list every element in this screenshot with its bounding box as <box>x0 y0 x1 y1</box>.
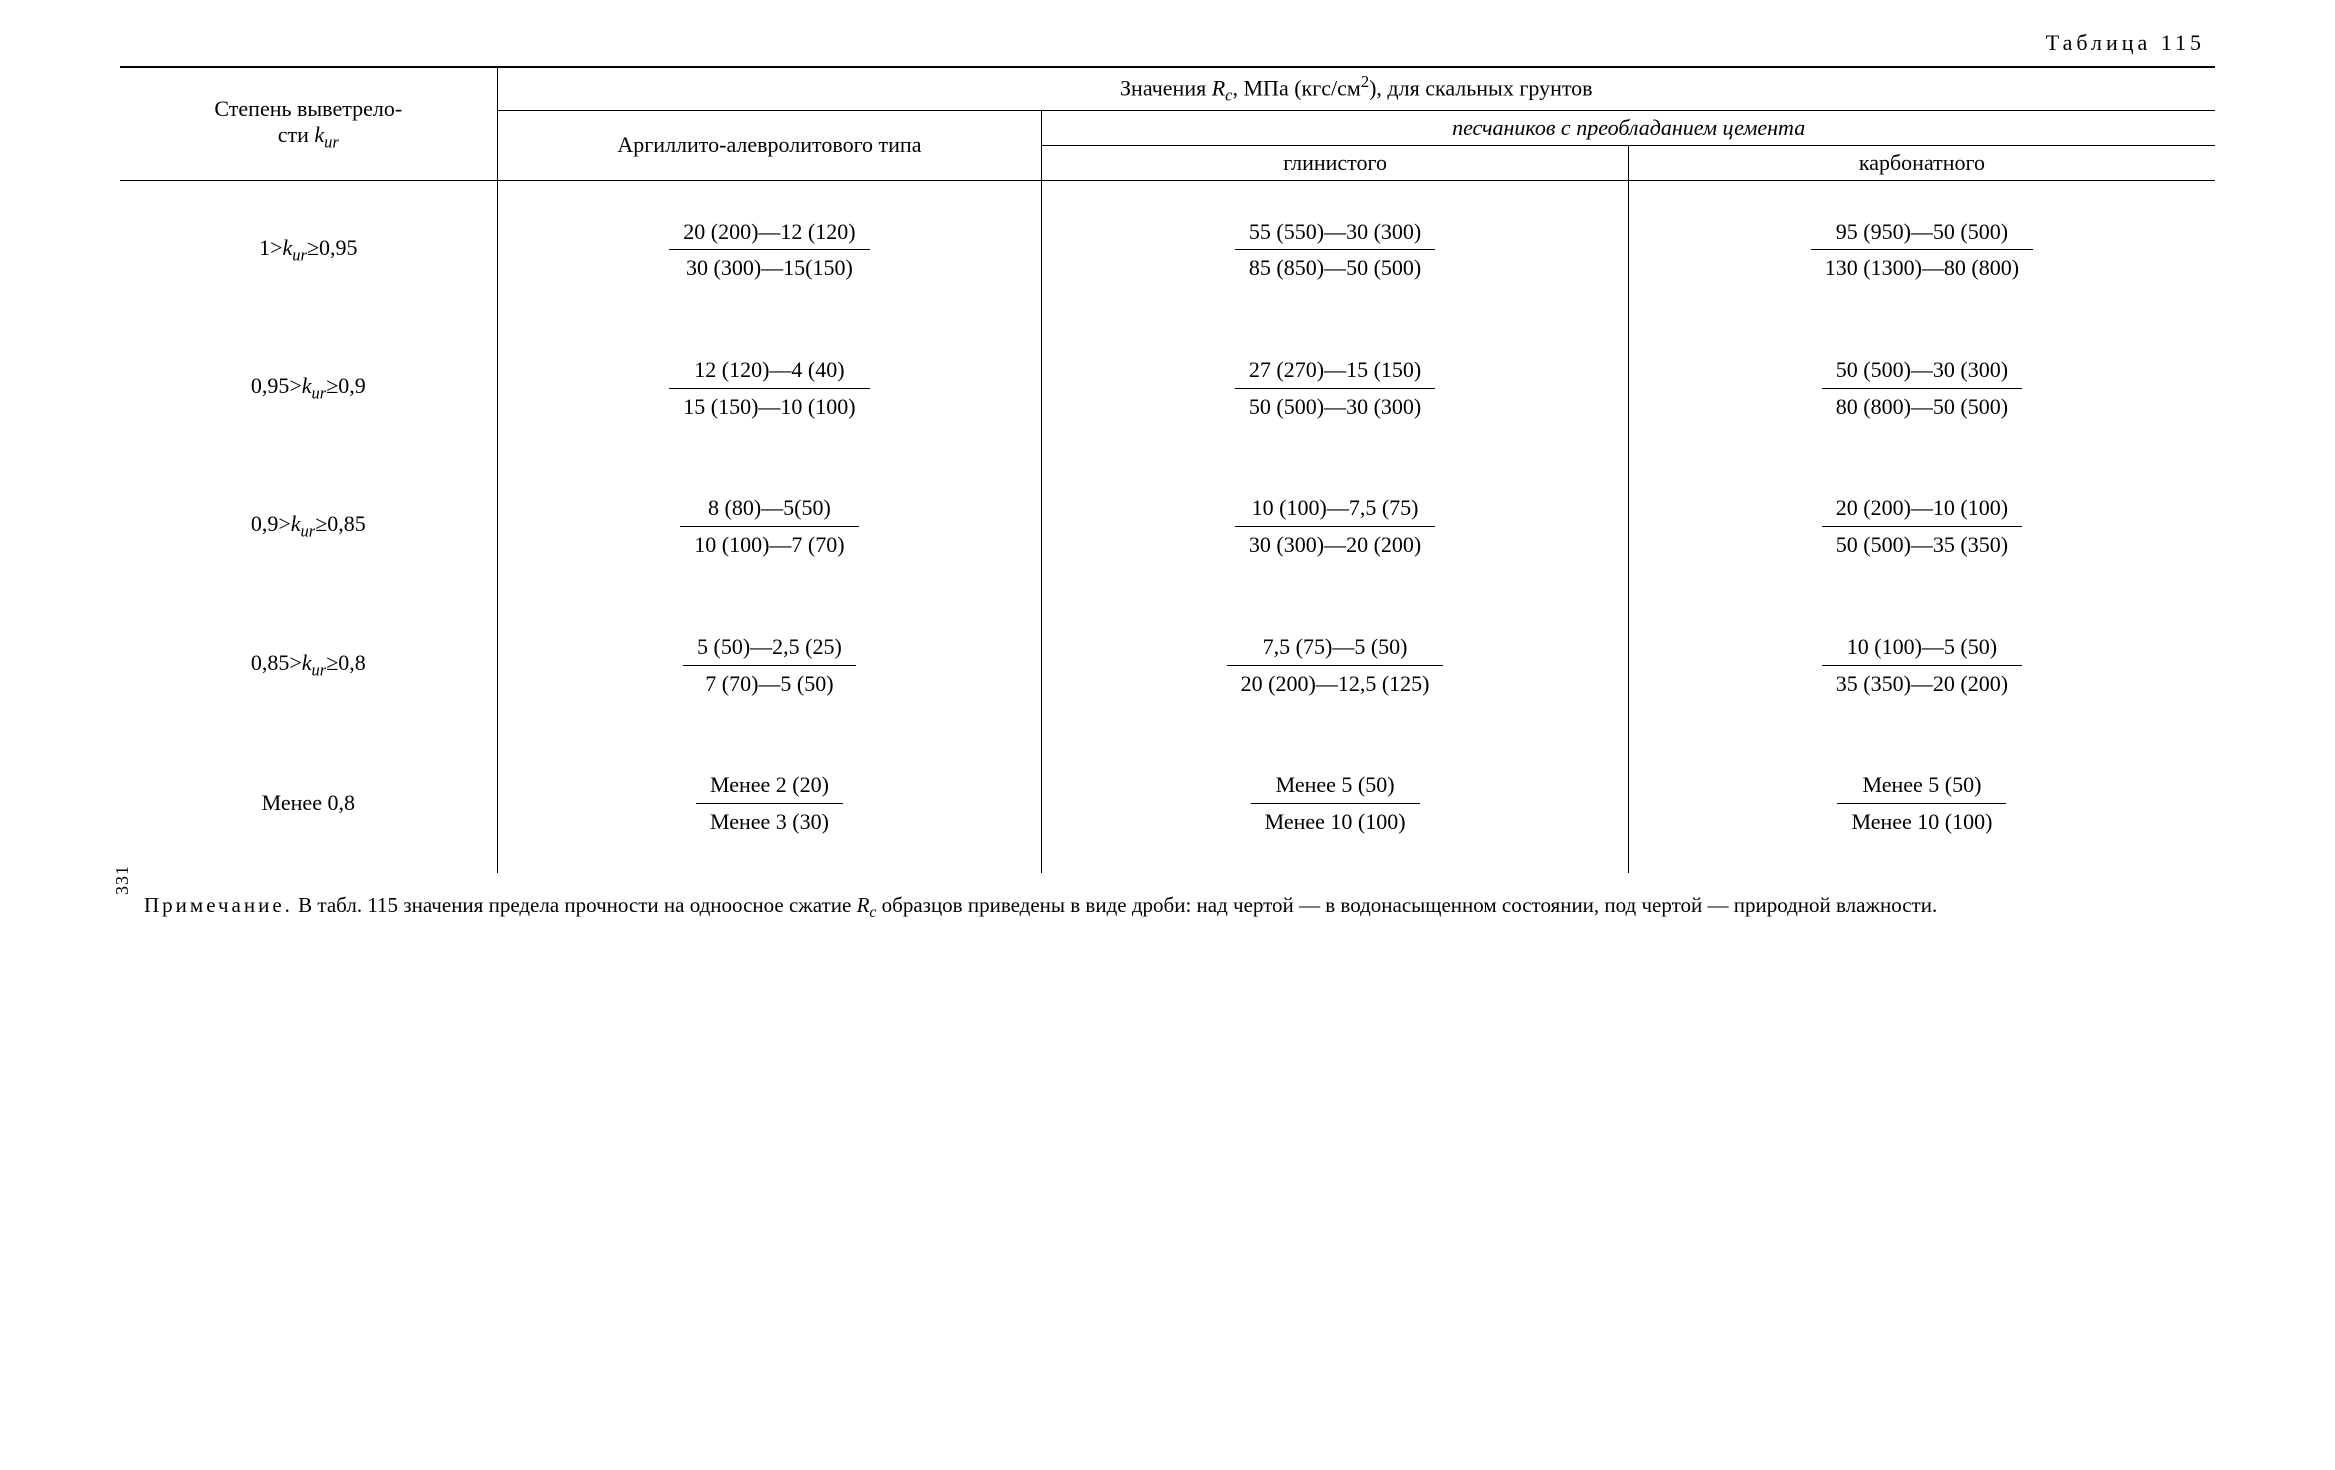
cell: 8 (80)—5(50)10 (100)—7 (70) <box>497 457 1042 595</box>
fraction: 20 (200)—12 (120)30 (300)—15(150) <box>669 207 869 293</box>
fraction: 95 (950)—50 (500)130 (1300)—80 (800) <box>1811 207 2033 293</box>
fraction-numerator: 20 (200)—10 (100) <box>1822 493 2022 527</box>
fraction-denominator: 15 (150)—10 (100) <box>669 389 869 422</box>
table-caption: Таблица 115 <box>120 30 2215 56</box>
fraction-numerator: Менее 5 (50) <box>1251 770 1420 804</box>
cell: 95 (950)—50 (500)130 (1300)—80 (800) <box>1628 180 2215 319</box>
head-col4: карбонатного <box>1628 145 2215 180</box>
cell: 10 (100)—5 (50)35 (350)—20 (200) <box>1628 596 2215 734</box>
fraction-denominator: 10 (100)—7 (70) <box>680 527 858 560</box>
head-col3: глинистого <box>1042 145 1629 180</box>
head-col1: Степень выветрело- сти kur <box>120 67 497 180</box>
fraction: 50 (500)—30 (300)80 (800)—50 (500) <box>1822 345 2022 431</box>
cell: 20 (200)—10 (100)50 (500)—35 (350) <box>1628 457 2215 595</box>
fraction-numerator: 55 (550)—30 (300) <box>1235 217 1435 251</box>
fraction-numerator: 7,5 (75)—5 (50) <box>1227 632 1444 666</box>
fraction: Менее 5 (50)Менее 10 (100) <box>1251 760 1420 846</box>
fraction-numerator: Менее 5 (50) <box>1837 770 2006 804</box>
row-label: 0,9>kur≥0,85 <box>120 457 497 595</box>
data-table: Степень выветрело- сти kur Значения Rc, … <box>120 66 2215 873</box>
caption-prefix: Таблица <box>2046 30 2152 55</box>
table-head: Степень выветрело- сти kur Значения Rc, … <box>120 67 2215 180</box>
table-body: 1>kur≥0,95 20 (200)—12 (120)30 (300)—15(1… <box>120 180 2215 872</box>
fraction: 55 (550)—30 (300)85 (850)—50 (500) <box>1235 207 1435 293</box>
note-label: Примечание. <box>144 893 293 917</box>
footnote: 331 Примечание. В табл. 115 значения пре… <box>120 891 2215 923</box>
cell: 12 (120)—4 (40)15 (150)—10 (100) <box>497 319 1042 457</box>
fraction-denominator: Менее 10 (100) <box>1251 804 1420 837</box>
fraction: 5 (50)—2,5 (25)7 (70)—5 (50) <box>683 622 856 708</box>
table-row: 0,85>kur≥0,8 5 (50)—2,5 (25)7 (70)—5 (50)… <box>120 596 2215 734</box>
head-top-span: Значения Rc, МПа (кгс/см2), для скальных… <box>497 67 2215 110</box>
fraction-numerator: 8 (80)—5(50) <box>680 493 858 527</box>
fraction: 7,5 (75)—5 (50)20 (200)—12,5 (125) <box>1227 622 1444 708</box>
fraction-numerator: 95 (950)—50 (500) <box>1811 217 2033 251</box>
fraction: 20 (200)—10 (100)50 (500)—35 (350) <box>1822 483 2022 569</box>
cell: 27 (270)—15 (150)50 (500)—30 (300) <box>1042 319 1629 457</box>
fraction: 12 (120)—4 (40)15 (150)—10 (100) <box>669 345 869 431</box>
cell: 7,5 (75)—5 (50)20 (200)—12,5 (125) <box>1042 596 1629 734</box>
fraction-denominator: Менее 10 (100) <box>1837 804 2006 837</box>
fraction-numerator: 50 (500)—30 (300) <box>1822 355 2022 389</box>
row-label: 1>kur≥0,95 <box>120 180 497 319</box>
fraction-numerator: 20 (200)—12 (120) <box>669 217 869 251</box>
fraction-denominator: 85 (850)—50 (500) <box>1235 250 1435 283</box>
row-label: 0,85>kur≥0,8 <box>120 596 497 734</box>
fraction-denominator: 20 (200)—12,5 (125) <box>1227 666 1444 699</box>
cell: 50 (500)—30 (300)80 (800)—50 (500) <box>1628 319 2215 457</box>
fraction-numerator: Менее 2 (20) <box>696 770 843 804</box>
fraction: Менее 5 (50)Менее 10 (100) <box>1837 760 2006 846</box>
fraction-numerator: 10 (100)—5 (50) <box>1822 632 2022 666</box>
row-label: Менее 0,8 <box>120 734 497 872</box>
fraction-numerator: 27 (270)—15 (150) <box>1235 355 1435 389</box>
cell: Менее 5 (50)Менее 10 (100) <box>1042 734 1629 872</box>
row-label: 0,95>kur≥0,9 <box>120 319 497 457</box>
cell: 10 (100)—7,5 (75)30 (300)—20 (200) <box>1042 457 1629 595</box>
fraction-denominator: Менее 3 (30) <box>696 804 843 837</box>
fraction-numerator: 10 (100)—7,5 (75) <box>1235 493 1435 527</box>
fraction-denominator: 50 (500)—35 (350) <box>1822 527 2022 560</box>
table-row: 0,9>kur≥0,858 (80)—5(50)10 (100)—7 (70)1… <box>120 457 2215 595</box>
fraction: 10 (100)—7,5 (75)30 (300)—20 (200) <box>1235 483 1435 569</box>
fraction-denominator: 35 (350)—20 (200) <box>1822 666 2022 699</box>
fraction-denominator: 130 (1300)—80 (800) <box>1811 250 2033 283</box>
head-span34: песчаников с преобладанием цемента <box>1042 110 2215 145</box>
cell: 20 (200)—12 (120)30 (300)—15(150) <box>497 180 1042 319</box>
fraction: 8 (80)—5(50)10 (100)—7 (70) <box>680 483 858 569</box>
fraction-denominator: 7 (70)—5 (50) <box>683 666 856 699</box>
table-row: 1>kur≥0,95 20 (200)—12 (120)30 (300)—15(1… <box>120 180 2215 319</box>
fraction: Менее 2 (20)Менее 3 (30) <box>696 760 843 846</box>
page-number: 331 <box>110 865 134 895</box>
cell: Менее 2 (20)Менее 3 (30) <box>497 734 1042 872</box>
fraction-denominator: 80 (800)—50 (500) <box>1822 389 2022 422</box>
fraction-numerator: 5 (50)—2,5 (25) <box>683 632 856 666</box>
fraction-denominator: 30 (300)—20 (200) <box>1235 527 1435 560</box>
fraction-denominator: 30 (300)—15(150) <box>669 250 869 283</box>
fraction-denominator: 50 (500)—30 (300) <box>1235 389 1435 422</box>
fraction-numerator: 12 (120)—4 (40) <box>669 355 869 389</box>
head-col2: Аргиллито-алевролитового типа <box>497 110 1042 180</box>
cell: 55 (550)—30 (300)85 (850)—50 (500) <box>1042 180 1629 319</box>
fraction: 10 (100)—5 (50)35 (350)—20 (200) <box>1822 622 2022 708</box>
table-row: Менее 0,8 Менее 2 (20)Менее 3 (30) Менее 5… <box>120 734 2215 872</box>
page: Таблица 115 Степень выветрело- сти kur З… <box>60 30 2275 923</box>
fraction: 27 (270)—15 (150)50 (500)—30 (300) <box>1235 345 1435 431</box>
cell: 5 (50)—2,5 (25)7 (70)—5 (50) <box>497 596 1042 734</box>
caption-number: 115 <box>2161 30 2205 55</box>
table-row: 0,95>kur≥0,9 12 (120)—4 (40)15 (150)—10 (… <box>120 319 2215 457</box>
cell: Менее 5 (50)Менее 10 (100) <box>1628 734 2215 872</box>
